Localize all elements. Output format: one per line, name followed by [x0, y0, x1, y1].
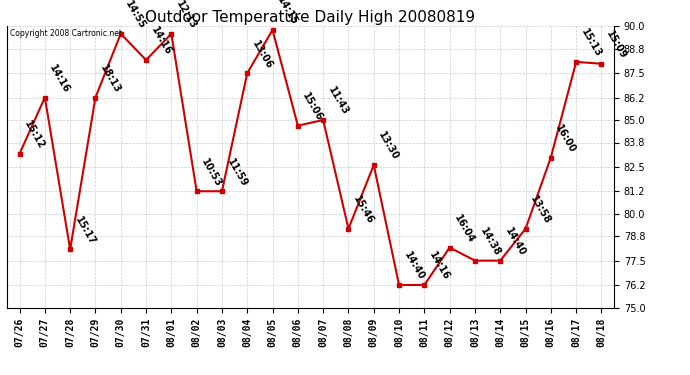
Text: 18:13: 18:13	[98, 63, 122, 95]
Text: 14:16: 14:16	[427, 251, 451, 282]
Text: 13:06: 13:06	[250, 39, 274, 70]
Text: 13:30: 13:30	[377, 130, 401, 162]
Text: Copyright 2008 Cartronic.net: Copyright 2008 Cartronic.net	[10, 29, 122, 38]
Text: 12:13: 12:13	[174, 0, 198, 31]
Text: 16:04: 16:04	[453, 213, 477, 245]
Text: 15:06: 15:06	[301, 91, 325, 123]
Title: Outdoor Temperature Daily High 20080819: Outdoor Temperature Daily High 20080819	[146, 10, 475, 25]
Text: 15:17: 15:17	[73, 215, 97, 247]
Text: 16:00: 16:00	[553, 123, 578, 155]
Text: 11:59: 11:59	[225, 157, 249, 189]
Text: 14:16: 14:16	[149, 26, 173, 57]
Text: 15:13: 15:13	[579, 27, 603, 59]
Text: 10:53: 10:53	[199, 157, 224, 189]
Text: 14:38: 14:38	[477, 226, 502, 258]
Text: 14:40: 14:40	[402, 251, 426, 282]
Text: 15:46: 15:46	[351, 194, 375, 226]
Text: 14:15: 14:15	[275, 0, 299, 27]
Text: 14:55: 14:55	[124, 0, 148, 31]
Text: 15:09: 15:09	[604, 29, 629, 61]
Text: 14:16: 14:16	[48, 63, 72, 95]
Text: 13:58: 13:58	[529, 194, 553, 226]
Text: 14:40: 14:40	[503, 226, 527, 258]
Text: 11:43: 11:43	[326, 86, 350, 117]
Text: 15:12: 15:12	[22, 119, 46, 151]
